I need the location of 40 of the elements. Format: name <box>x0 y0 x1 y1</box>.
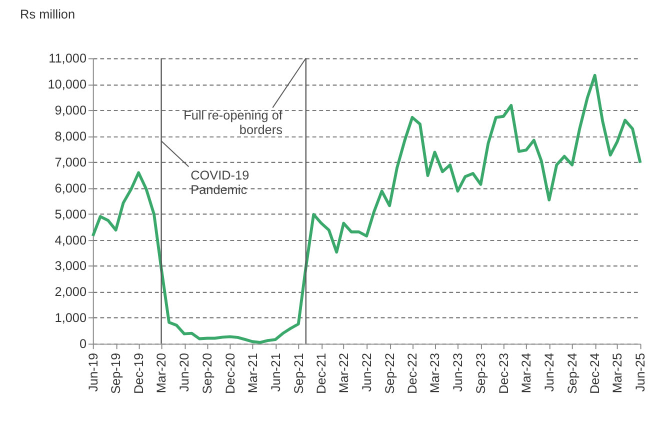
ref-line-label: COVID-19 Pandemic <box>190 168 250 198</box>
y-tick-label: 6,000 <box>54 181 87 196</box>
y-tick-label: 11,000 <box>48 52 87 66</box>
y-tick-label: 0 <box>79 337 87 352</box>
x-tick-label: Sep-24 <box>566 352 580 394</box>
y-tick-label: 10,000 <box>48 78 87 92</box>
x-tick-label: Sep-22 <box>382 352 397 394</box>
x-tick-label: Jun-23 <box>451 352 466 392</box>
x-tick-label: Jun-19 <box>86 352 100 392</box>
y-axis-title: Rs million <box>20 8 76 22</box>
y-tick-label: 8,000 <box>54 130 87 144</box>
x-tick-label: Mar-21 <box>246 352 260 394</box>
x-tick-label: Dec-21 <box>314 352 329 394</box>
x-tick-label: Sep-20 <box>200 352 215 394</box>
y-tick-label: 4,000 <box>54 233 87 248</box>
x-tick-label: Sep-19 <box>109 352 124 394</box>
x-tick-label: Mar-24 <box>520 352 534 394</box>
x-tick-label: Dec-22 <box>406 352 420 394</box>
x-tick-label: Jun-25 <box>634 352 648 392</box>
x-tick-label: Mar-23 <box>428 352 442 394</box>
y-tick-label: 5,000 <box>54 207 87 222</box>
x-tick-label: Dec-20 <box>223 352 238 394</box>
y-tick-label: 9,000 <box>54 104 87 118</box>
ref-line-label: Full re-opening of borders <box>184 108 283 138</box>
x-tick-label: Mar-20 <box>154 352 169 394</box>
y-tick-label: 3,000 <box>54 259 87 274</box>
x-tick-label: Sep-21 <box>292 352 306 394</box>
y-tick-label: 7,000 <box>54 155 87 170</box>
x-tick-label: Dec-24 <box>588 352 602 394</box>
x-tick-label: Jun-22 <box>360 352 374 392</box>
x-tick-label: Dec-23 <box>496 352 511 394</box>
x-tick-label: Dec-19 <box>132 352 146 394</box>
x-tick-label: Jun-24 <box>542 352 557 392</box>
x-tick-label: Jun-21 <box>268 352 283 392</box>
x-tick-label: Jun-20 <box>178 352 192 392</box>
y-tick-label: 1,000 <box>54 311 87 326</box>
y-tick-label: 2,000 <box>54 285 87 300</box>
x-tick-label: Mar-22 <box>337 352 351 394</box>
x-tick-label: Sep-23 <box>474 352 488 394</box>
x-tick-label: Mar-25 <box>610 352 625 394</box>
